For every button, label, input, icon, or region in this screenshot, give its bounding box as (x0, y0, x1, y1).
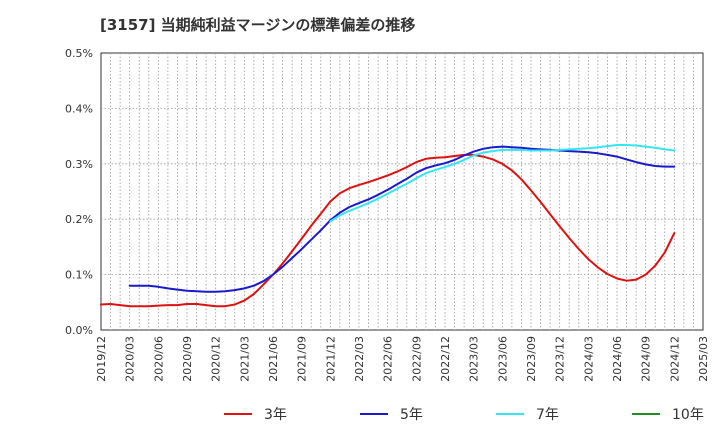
y-tick-label: 0.0% (65, 324, 93, 337)
x-tick-label: 2025/03 (697, 336, 710, 382)
x-tick-label: 2020/06 (152, 336, 165, 382)
x-tick-label: 2023/03 (468, 336, 481, 382)
y-tick-label: 0.5% (65, 47, 93, 60)
x-tick-label: 2021/12 (324, 336, 337, 382)
x-tick-label: 2021/03 (238, 336, 251, 382)
x-tick-label: 2023/12 (554, 336, 567, 382)
legend-label: 3年 (264, 407, 287, 423)
legend-label: 7年 (536, 407, 559, 423)
x-tick-label: 2023/06 (496, 336, 509, 382)
x-tick-label: 2021/09 (296, 336, 309, 382)
series-line (100, 153, 676, 308)
x-tick-label: 2024/03 (582, 336, 595, 382)
x-tick-label: 2022/06 (382, 336, 395, 382)
y-tick-label: 0.4% (65, 102, 93, 115)
x-tick-label: 2023/09 (525, 336, 538, 382)
legend-label: 5年 (400, 407, 423, 423)
x-tick-label: 2024/12 (668, 336, 681, 382)
x-tick-label: 2022/12 (439, 336, 452, 382)
x-tick-label: 2019/12 (95, 336, 108, 382)
series-line (329, 144, 676, 223)
x-tick-label: 2022/03 (353, 336, 366, 382)
x-tick-label: 2024/06 (611, 336, 624, 382)
y-tick-label: 0.3% (65, 158, 93, 171)
x-tick-label: 2021/06 (267, 336, 280, 382)
legend-label: 10年 (672, 407, 704, 423)
series-line (128, 145, 676, 293)
x-tick-label: 2022/09 (410, 336, 423, 382)
y-tick-label: 0.1% (65, 269, 93, 282)
x-tick-label: 2020/12 (210, 336, 223, 382)
chart-title: [3157] 当期純利益マージンの標準偏差の推移 (100, 16, 416, 34)
y-tick-label: 0.2% (65, 213, 93, 226)
x-tick-label: 2024/09 (640, 336, 653, 382)
x-tick-label: 2020/03 (124, 336, 137, 382)
plot-frame (100, 52, 704, 331)
x-tick-label: 2020/09 (181, 336, 194, 382)
